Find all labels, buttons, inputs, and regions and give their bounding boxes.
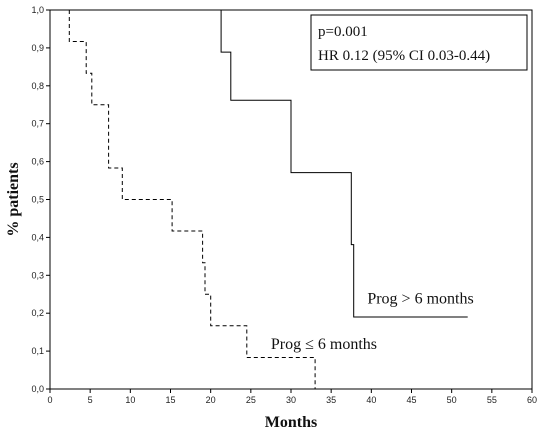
x-tick-label: 40 (366, 395, 376, 405)
y-tick-label: 0,9 (31, 43, 44, 53)
x-tick-label: 45 (406, 395, 416, 405)
chart-ticks: 0 5 10 15 20 25 30 35 40 45 50 55 60 0,0 0,1 0,2 0,3 0,4 0… (31, 5, 537, 405)
x-axis-title: Months (265, 414, 317, 431)
y-tick-label: 0,6 (31, 157, 44, 167)
chart-annotations: Prog > 6 months Prog ≤ 6 months (271, 291, 474, 353)
x-tick-label: 20 (206, 395, 216, 405)
x-tick-label: 35 (326, 395, 336, 405)
x-tick-label: 15 (165, 395, 175, 405)
y-tick-label: 0,2 (31, 308, 44, 318)
y-tick-label: 1,0 (31, 5, 44, 15)
y-tick-label: 0,5 (31, 195, 44, 205)
y-tick-label: 0,7 (31, 119, 44, 129)
x-tick-label: 0 (47, 395, 52, 405)
x-tick-label: 10 (125, 395, 135, 405)
x-tick-label: 50 (447, 395, 457, 405)
series-prog-gt-6-months-line (50, 9, 468, 318)
x-tick-label: 25 (246, 395, 256, 405)
chart-series-layer (50, 9, 468, 389)
series-label-prog-gt-6-months: Prog > 6 months (367, 291, 473, 308)
x-tick-label: 5 (88, 395, 93, 405)
series-label-prog-le-6-months: Prog ≤ 6 months (271, 336, 377, 353)
stats-box: p=0.001 HR 0.12 (95% CI 0.03-0.44) (310, 14, 528, 71)
y-tick-label: 0,3 (31, 270, 44, 280)
y-tick-label: 0,1 (31, 346, 44, 356)
y-tick-label: 0,4 (31, 232, 44, 242)
x-tick-label: 55 (487, 395, 497, 405)
x-tick-label: 60 (527, 395, 537, 405)
stats-box-frame (310, 14, 528, 71)
y-axis-title: % patients (5, 162, 22, 236)
hazard-ratio-text: HR 0.12 (95% CI 0.03-0.44) (318, 48, 490, 64)
y-tick-label: 0,8 (31, 81, 44, 91)
x-tick-label: 30 (286, 395, 296, 405)
p-value-text: p=0.001 (318, 24, 368, 40)
y-tick-label: 0,0 (31, 384, 44, 394)
series-prog-le-6-months-line (68, 10, 316, 389)
